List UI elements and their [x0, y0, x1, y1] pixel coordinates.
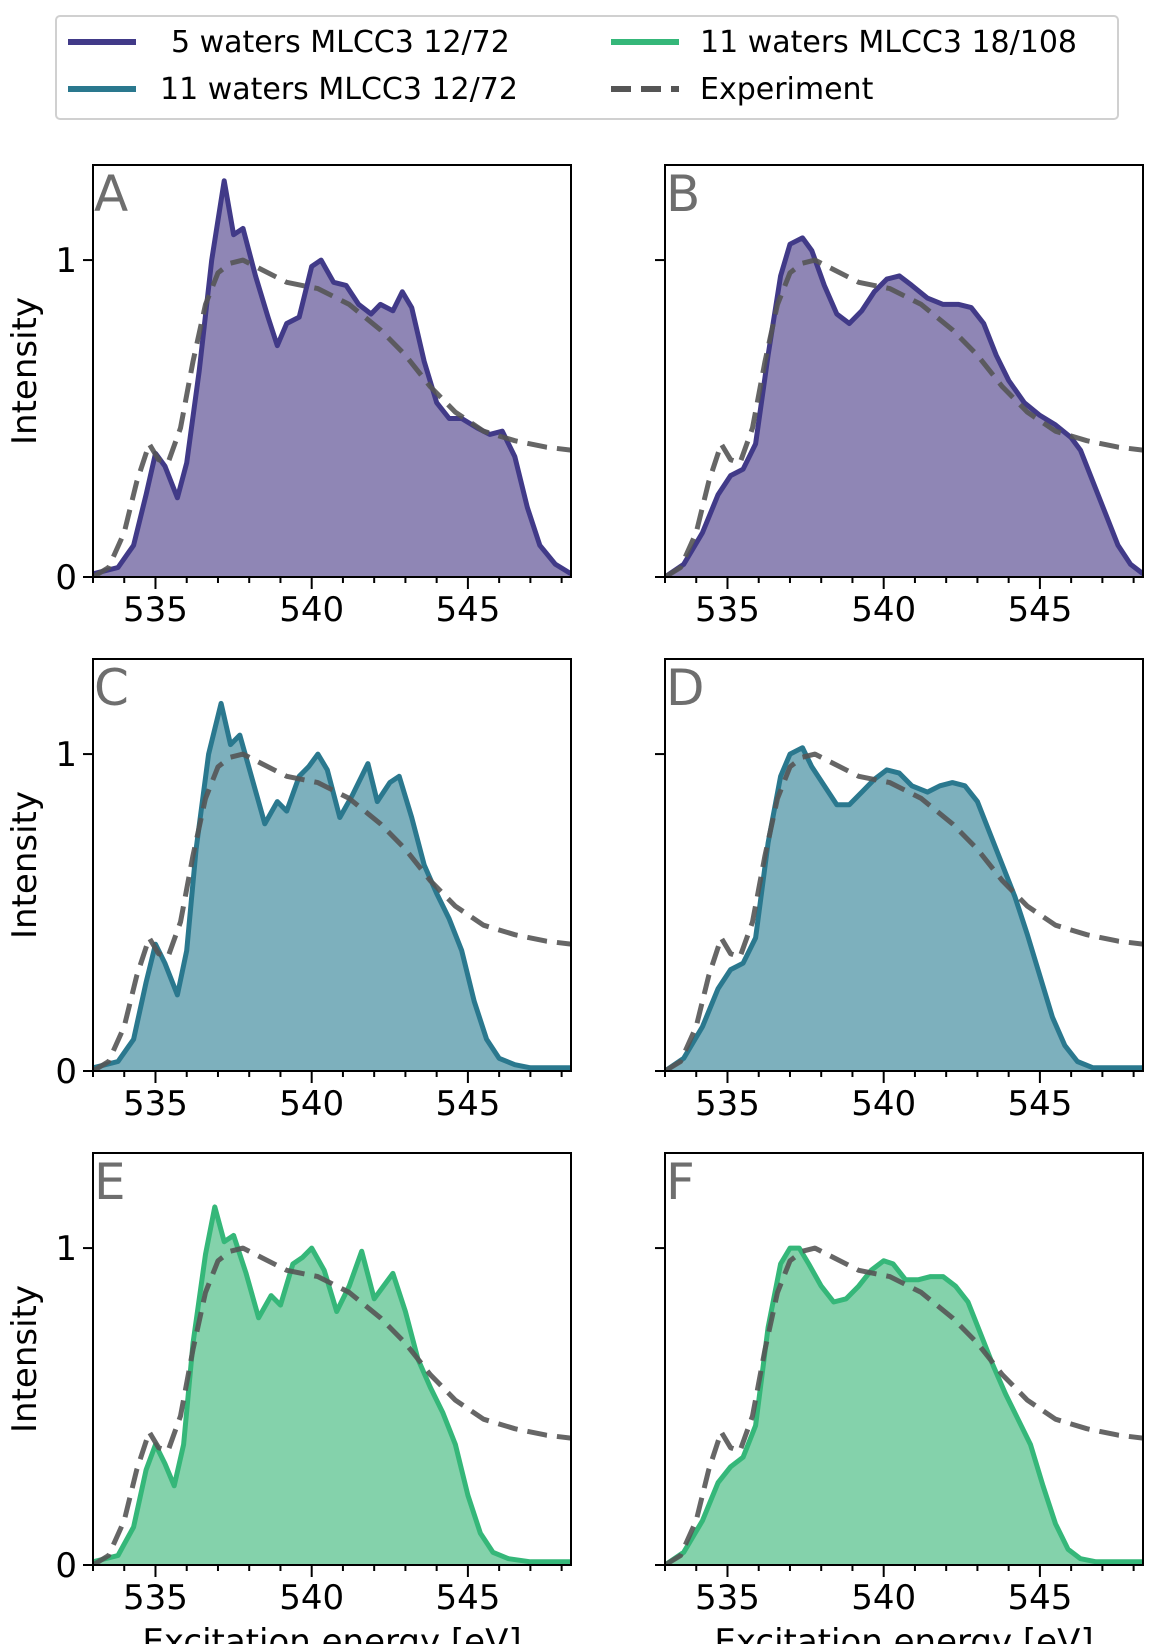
panel-label: E — [94, 1153, 126, 1211]
spectrum-line — [665, 1245, 1143, 1565]
spectrum-area — [665, 747, 1143, 1071]
spectrum-line — [665, 745, 1143, 1071]
x-tick-label: 535 — [695, 1084, 760, 1124]
x-tick-label: 540 — [279, 1578, 344, 1618]
x-tick-label: 545 — [1007, 1578, 1072, 1618]
panel-label: D — [666, 659, 705, 717]
y-axis-label: Intensity — [5, 1285, 45, 1433]
panel-D: 535 540 545 D — [655, 658, 1144, 1124]
axes-frame — [92, 1152, 572, 1566]
axes-frame — [92, 164, 572, 578]
x-tick-label: 545 — [1007, 1084, 1072, 1124]
panel-A: 535 540 545 0 1A Intensity — [5, 164, 572, 630]
legend: 5 waters MLCC3 12/72 11 waters MLCC3 12/7… — [55, 15, 1119, 120]
spectrum-area — [93, 1206, 571, 1565]
x-tick-label: 540 — [851, 1578, 916, 1618]
y-tick-label: 1 — [55, 241, 77, 281]
experiment-line — [665, 257, 1143, 577]
x-tick-label: 545 — [1007, 590, 1072, 630]
panel-F: 535 540 545 F Excitation energy [eV] — [655, 1152, 1144, 1644]
spectrum-area — [665, 1248, 1143, 1565]
panel-label: C — [94, 659, 129, 717]
legend-label: Experiment — [700, 72, 874, 107]
x-tick-label: 535 — [695, 1578, 760, 1618]
experiment-line — [93, 751, 571, 1071]
panel-E: 535 540 545 0 1E Intensity Excitation energy [… — [5, 1152, 572, 1644]
legend-label: 11 waters MLCC3 18/108 — [700, 25, 1077, 60]
spectrum-line — [93, 700, 571, 1071]
plot-area — [665, 745, 1143, 1071]
panel-B: 535 540 545 B — [655, 164, 1144, 630]
spectrum-area — [93, 703, 571, 1071]
y-tick-label: 1 — [55, 1229, 77, 1269]
legend-label: 11 waters MLCC3 12/72 — [160, 72, 518, 107]
x-tick-label: 535 — [123, 1578, 188, 1618]
x-tick-label: 540 — [279, 1084, 344, 1124]
plot-area — [665, 235, 1143, 577]
axes-frame — [664, 1152, 1144, 1566]
axes-frame — [664, 164, 1144, 578]
spectrum-area — [93, 180, 571, 577]
x-tick-label: 535 — [123, 1084, 188, 1124]
legend-label: 5 waters MLCC3 12/72 — [171, 25, 510, 60]
x-tick-label: 540 — [851, 590, 916, 630]
experiment-line — [665, 751, 1143, 1071]
y-tick-label: 0 — [55, 558, 77, 598]
x-axis-label: Excitation energy [eV] — [142, 1622, 521, 1644]
x-axis-label: Excitation energy [eV] — [714, 1622, 1093, 1644]
experiment-line — [93, 257, 571, 577]
y-axis-label: Intensity — [5, 791, 45, 939]
plot-area — [93, 178, 571, 577]
spectrum-area — [665, 237, 1143, 577]
legend-frame — [55, 15, 1119, 120]
y-tick-label: 0 — [55, 1052, 77, 1092]
axes-frame — [92, 658, 572, 1072]
experiment-line — [665, 1245, 1143, 1565]
panel-C: 535 540 545 0 1C Intensity — [5, 658, 572, 1124]
y-tick-label: 1 — [55, 735, 77, 775]
panel-label: A — [94, 165, 128, 223]
x-tick-label: 535 — [695, 590, 760, 630]
panel-label: B — [666, 165, 700, 223]
y-tick-label: 0 — [55, 1546, 77, 1586]
x-tick-label: 540 — [851, 1084, 916, 1124]
x-tick-label: 545 — [435, 1578, 500, 1618]
x-tick-label: 535 — [123, 590, 188, 630]
x-tick-label: 545 — [435, 590, 500, 630]
x-tick-label: 545 — [435, 1084, 500, 1124]
experiment-line — [93, 1245, 571, 1565]
axes-frame — [664, 658, 1144, 1072]
x-tick-label: 540 — [279, 590, 344, 630]
plot-area — [93, 700, 571, 1071]
panel-label: F — [666, 1153, 695, 1211]
plot-area — [93, 1204, 571, 1565]
plot-area — [665, 1245, 1143, 1565]
spectrum-line — [93, 1204, 571, 1565]
y-axis-label: Intensity — [5, 297, 45, 445]
